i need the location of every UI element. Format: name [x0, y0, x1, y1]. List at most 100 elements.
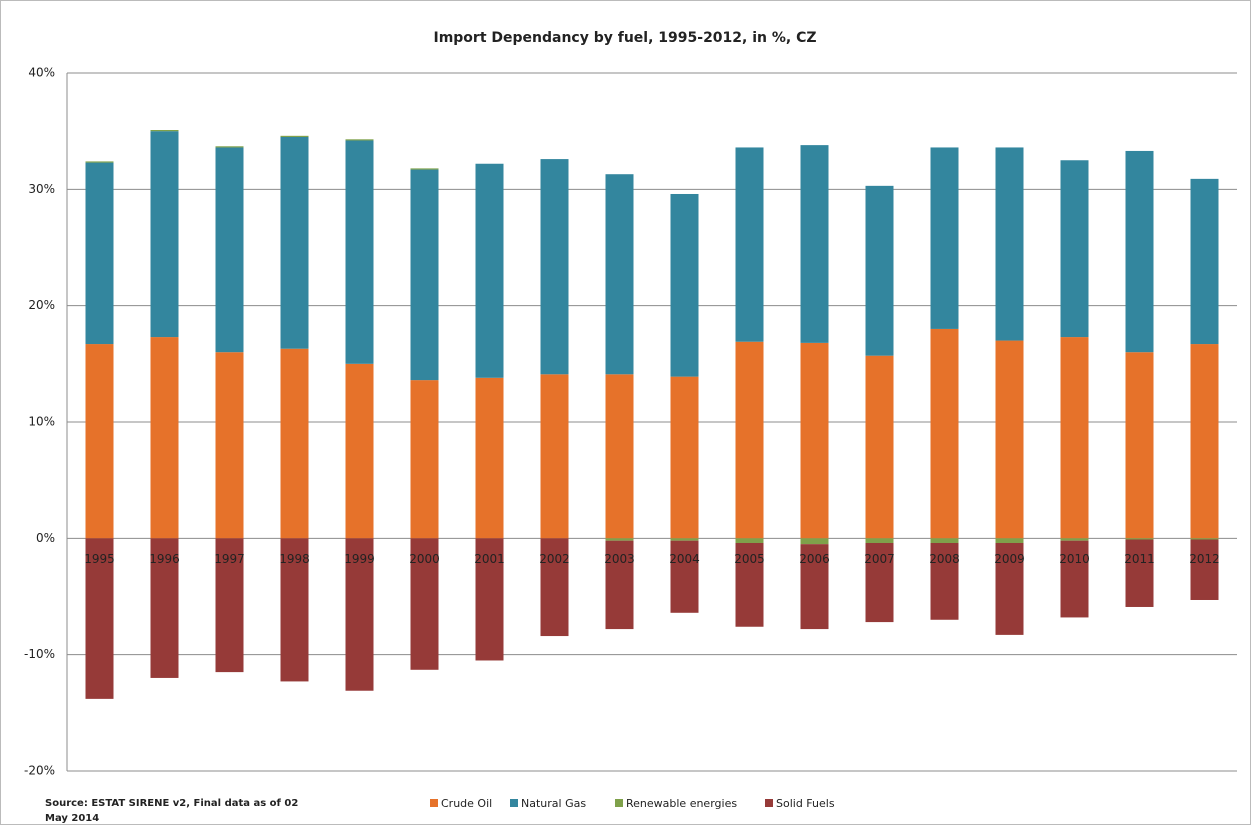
bar-segment	[1060, 540, 1089, 618]
bar-segment	[540, 538, 569, 637]
x-tick-label: 2009	[994, 552, 1025, 566]
bar-segment	[1060, 160, 1089, 338]
bar-segment	[670, 538, 699, 541]
bar-segment	[1125, 352, 1154, 539]
bar-segment	[85, 161, 114, 163]
bar-segment	[865, 185, 894, 356]
bar-segment	[865, 538, 894, 543]
bar-segment	[735, 538, 764, 543]
bar-segment	[800, 145, 829, 343]
bar-segment	[1125, 539, 1154, 607]
x-tick-label: 2010	[1059, 552, 1090, 566]
bar-segment	[475, 377, 504, 539]
x-tick-label: 1998	[279, 552, 310, 566]
bar-segment	[410, 538, 439, 670]
legend-swatch	[510, 799, 518, 807]
bar-segment	[670, 540, 699, 613]
bar-segment	[995, 542, 1024, 635]
bar-segment	[735, 542, 764, 627]
legend-swatch	[765, 799, 773, 807]
bar-segment	[1125, 150, 1154, 353]
bar-segment	[150, 538, 179, 678]
x-tick-label: 1996	[149, 552, 180, 566]
bar-segment	[1190, 539, 1219, 600]
bar-segment	[930, 538, 959, 543]
x-tick-label: 2001	[474, 552, 505, 566]
x-tick-label: 2006	[799, 552, 830, 566]
bar-segment	[865, 542, 894, 623]
bar-segment	[215, 147, 244, 353]
bar-segment	[865, 355, 894, 539]
x-tick-label: 2004	[669, 552, 700, 566]
bar-segment	[735, 341, 764, 539]
bar-segment	[280, 136, 309, 349]
bar-segment	[215, 146, 244, 148]
x-tick-label: 2011	[1124, 552, 1155, 566]
bar-segment	[1125, 538, 1154, 540]
bar-segment	[410, 380, 439, 539]
bar-segment	[345, 140, 374, 364]
legend-label: Crude Oil	[441, 797, 492, 810]
y-tick-label: 30%	[28, 182, 55, 196]
x-tick-label: 2007	[864, 552, 895, 566]
bar-segment	[280, 135, 309, 137]
bar-segment	[1190, 538, 1219, 540]
bar-segment	[280, 538, 309, 682]
bar-segment	[670, 193, 699, 377]
bar-segment	[1060, 337, 1089, 539]
bar-segment	[85, 538, 114, 699]
bar-segment	[215, 538, 244, 673]
bar-segment	[605, 538, 634, 541]
x-tick-label: 1999	[344, 552, 375, 566]
bar-segment	[930, 328, 959, 539]
bar-segment	[735, 147, 764, 342]
x-tick-label: 2005	[734, 552, 765, 566]
y-tick-label: 0%	[36, 531, 55, 545]
bar-segment	[150, 337, 179, 539]
bar-segment	[345, 538, 374, 691]
bar-segment	[995, 538, 1024, 543]
bar-segment	[410, 168, 439, 170]
bar-segment	[150, 131, 179, 338]
bar-segment	[800, 538, 829, 545]
y-tick-label: 40%	[28, 66, 55, 80]
bar-segment	[345, 363, 374, 539]
source-note: May 2014	[45, 813, 99, 824]
bar-segment	[1060, 538, 1089, 541]
bar-segment	[85, 344, 114, 539]
bar-segment	[475, 538, 504, 661]
bar-segment	[800, 544, 829, 630]
bar-segment	[410, 169, 439, 381]
x-tick-label: 2012	[1189, 552, 1220, 566]
bar-segment	[215, 352, 244, 539]
bar-segment	[995, 147, 1024, 341]
x-tick-label: 1995	[84, 552, 115, 566]
x-tick-label: 1997	[214, 552, 245, 566]
bar-segment	[1190, 178, 1219, 345]
bar-segment	[670, 376, 699, 539]
bar-segment	[280, 348, 309, 539]
x-tick-label: 2000	[409, 552, 440, 566]
bar-segment	[150, 130, 179, 132]
y-tick-label: 20%	[28, 298, 55, 312]
y-tick-label: 10%	[28, 415, 55, 429]
y-tick-label: -20%	[24, 764, 55, 778]
bar-segment	[345, 139, 374, 141]
y-tick-label: -10%	[24, 647, 55, 661]
bar-segment	[930, 542, 959, 620]
bar-segment	[995, 340, 1024, 539]
bar-segment	[605, 174, 634, 375]
bar-segment	[605, 374, 634, 539]
bar-segment	[930, 147, 959, 329]
bar-segment	[475, 163, 504, 378]
legend-swatch	[430, 799, 438, 807]
legend-label: Renewable energies	[626, 797, 737, 810]
x-tick-label: 2008	[929, 552, 960, 566]
x-tick-label: 2002	[539, 552, 570, 566]
bar-segment	[540, 159, 569, 375]
bar-segment	[85, 162, 114, 345]
x-tick-label: 2003	[604, 552, 635, 566]
bar-segment	[540, 374, 569, 539]
bar-segment	[1190, 344, 1219, 539]
